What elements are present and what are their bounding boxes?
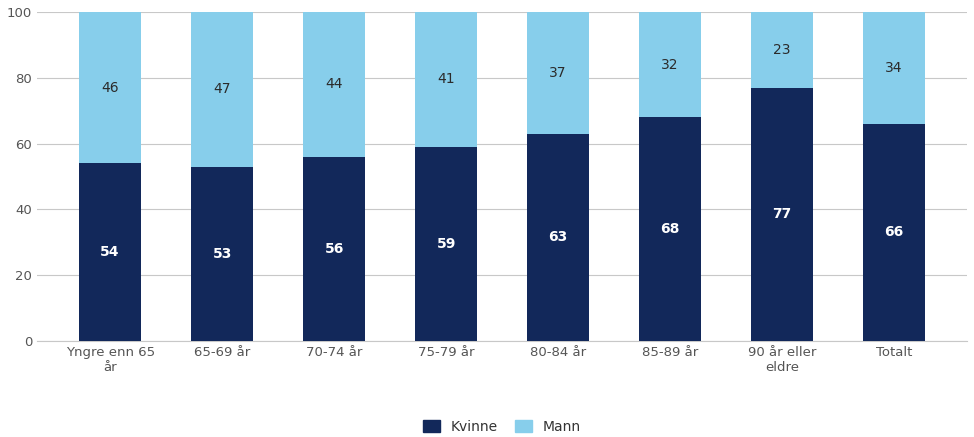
- Bar: [415, 12, 477, 147]
- Text: 37: 37: [549, 66, 567, 80]
- Text: 68: 68: [660, 222, 680, 236]
- Text: 66: 66: [884, 225, 904, 239]
- Bar: [303, 12, 365, 157]
- Bar: [639, 12, 701, 117]
- Text: 77: 77: [772, 207, 792, 221]
- Bar: [863, 12, 924, 124]
- Bar: [303, 157, 365, 341]
- Legend: Kvinne, Mann: Kvinne, Mann: [418, 414, 586, 437]
- Text: 59: 59: [436, 237, 456, 251]
- Text: 63: 63: [548, 230, 568, 244]
- Text: 54: 54: [100, 245, 120, 259]
- Text: 23: 23: [773, 43, 791, 57]
- Bar: [863, 124, 924, 341]
- Text: 47: 47: [213, 82, 231, 96]
- Bar: [751, 87, 812, 341]
- Text: 41: 41: [437, 73, 455, 87]
- Bar: [751, 12, 812, 87]
- Bar: [527, 12, 589, 134]
- Bar: [191, 12, 253, 166]
- Bar: [191, 166, 253, 341]
- Text: 56: 56: [324, 242, 344, 256]
- Text: 46: 46: [101, 80, 119, 94]
- Text: 34: 34: [885, 61, 903, 75]
- Bar: [527, 134, 589, 341]
- Bar: [415, 147, 477, 341]
- Bar: [639, 117, 701, 341]
- Bar: [79, 12, 141, 163]
- Text: 32: 32: [661, 58, 679, 72]
- Text: 53: 53: [212, 247, 232, 261]
- Text: 44: 44: [325, 77, 343, 91]
- Bar: [79, 163, 141, 341]
